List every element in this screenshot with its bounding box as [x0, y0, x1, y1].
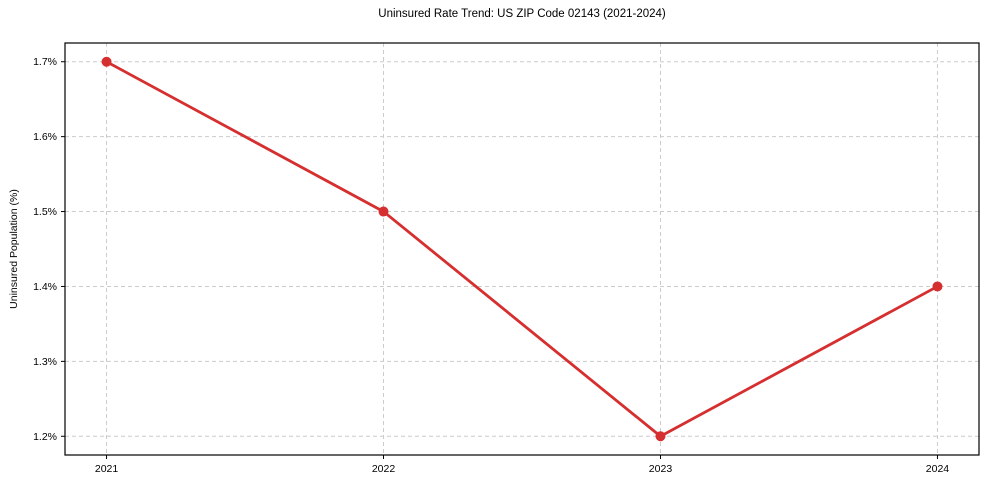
y-tick-label: 1.6% [33, 131, 57, 143]
data-point [378, 206, 389, 217]
trend-line [105, 60, 939, 438]
data-point [655, 431, 666, 442]
chart-title: Uninsured Rate Trend: US ZIP Code 02143 … [378, 8, 666, 20]
x-tick-label: 2021 [95, 463, 119, 475]
y-tick-label: 1.2% [33, 431, 57, 443]
y-axis-label: Uninsured Population (%) [8, 189, 20, 309]
data-point [932, 281, 943, 292]
x-tick-label: 2023 [649, 463, 673, 475]
x-tick-label: 2022 [372, 463, 396, 475]
plot-border [64, 42, 980, 456]
y-tick-label: 1.7% [33, 56, 57, 68]
data-point [101, 56, 112, 67]
x-tick-label: 2024 [926, 463, 950, 475]
y-tick-label: 1.5% [33, 206, 57, 218]
y-tick-label: 1.3% [33, 356, 57, 368]
y-tick-label: 1.4% [33, 281, 57, 293]
